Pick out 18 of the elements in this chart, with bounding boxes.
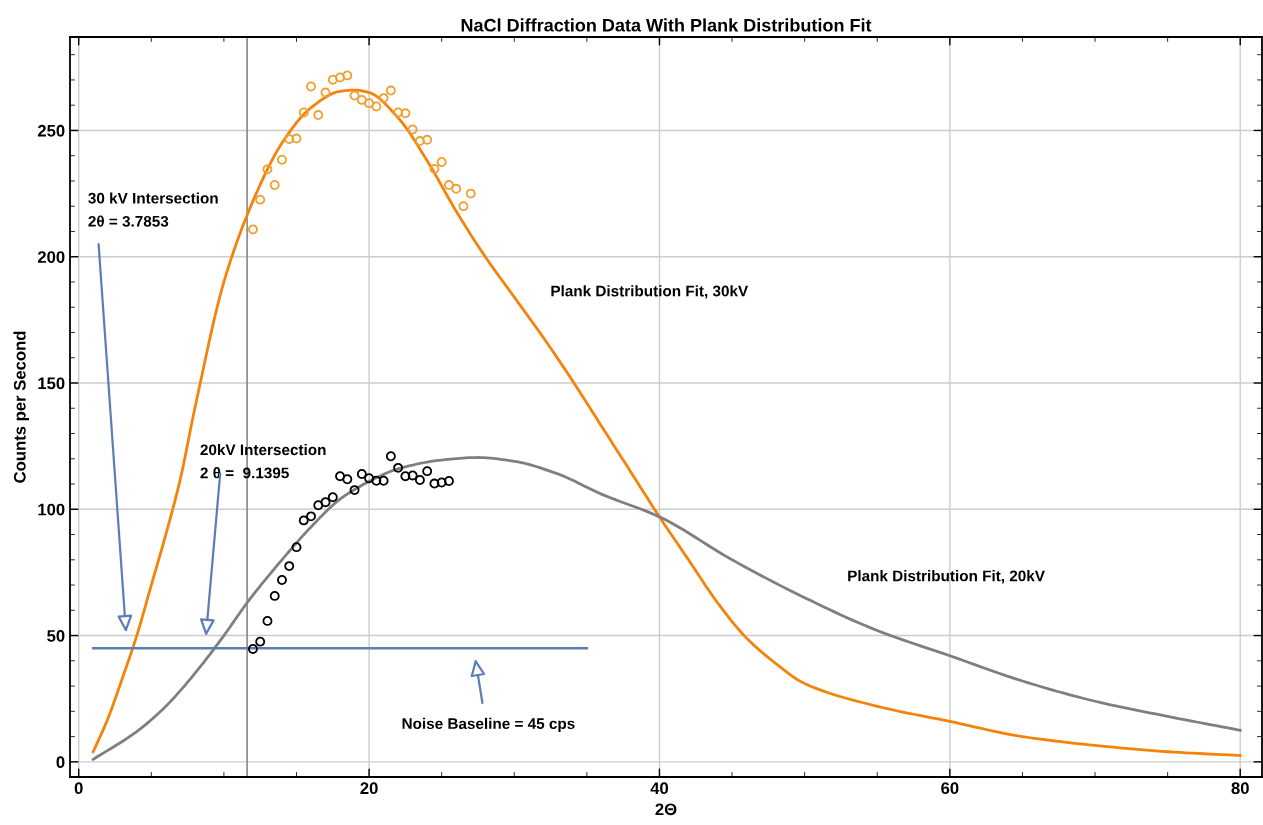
- annotation: 30 kV Intersection 2θ = 3.7853: [88, 192, 218, 227]
- y-tick-label: 250: [37, 124, 65, 137]
- x-tick-label: 0: [74, 782, 83, 795]
- x-axis-title: 2Θ: [655, 803, 677, 816]
- annotation: Plank Distribution Fit, 20kV: [848, 570, 1045, 584]
- y-tick-label: 200: [37, 251, 65, 263]
- x-tick-label: 80: [1231, 782, 1249, 795]
- chart-title: NaCl Diffraction Data With Plank Distribution Fit: [461, 18, 872, 32]
- y-tick-label: 50: [47, 629, 65, 642]
- y-tick-label: 150: [38, 377, 65, 390]
- y-tick-label: 0: [56, 756, 65, 769]
- y-tick-label: 100: [38, 503, 65, 516]
- x-tick-label: 60: [941, 782, 959, 795]
- x-tick-label: 20: [360, 782, 378, 795]
- x-tick-label: 40: [650, 782, 669, 795]
- annotation: Plank Distribution Fit, 30kV: [551, 285, 749, 299]
- y-axis-title: Counts per Second: [13, 331, 29, 483]
- annotation: Noise Baseline = 45 cps: [402, 717, 575, 733]
